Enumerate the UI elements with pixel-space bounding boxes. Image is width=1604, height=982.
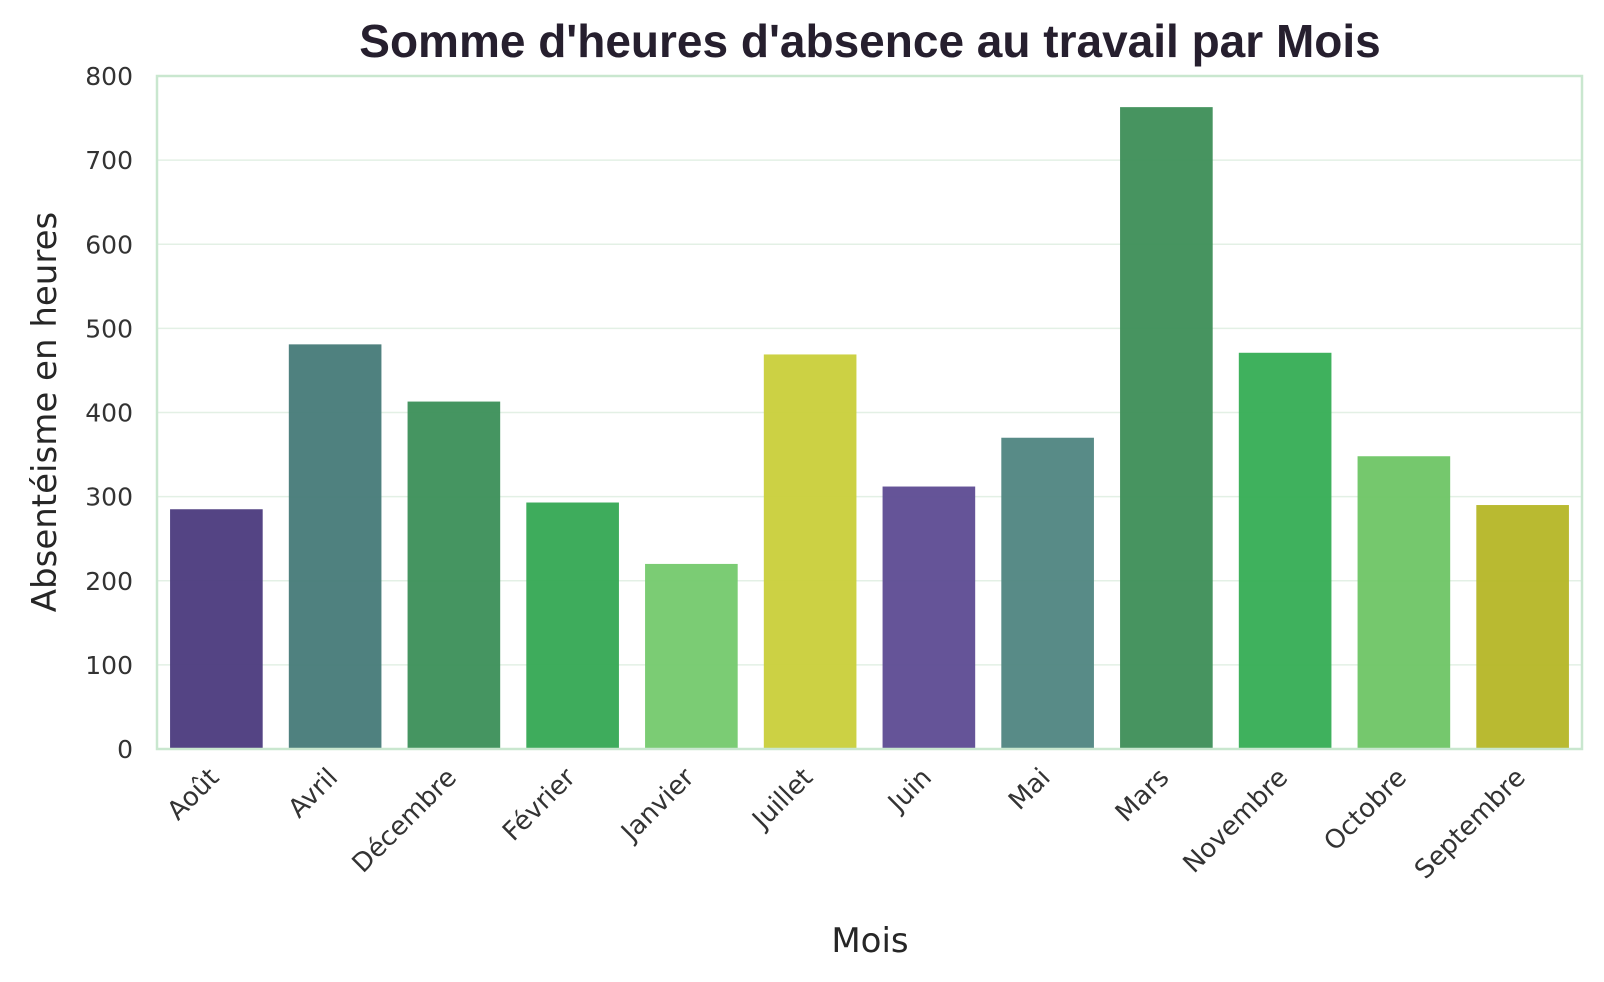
x-tick-label: Octobre: [1318, 763, 1412, 857]
x-tick-label: Février: [497, 763, 582, 848]
chart-title: Somme d'heures d'absence au travail par …: [359, 15, 1380, 67]
bar-janvier: [645, 563, 738, 749]
y-tick-label: 500: [85, 314, 133, 343]
y-tick-label: 200: [85, 567, 133, 596]
y-tick-label: 100: [85, 651, 133, 680]
plot-frame: [155, 74, 1584, 751]
x-tick-label: Juin: [881, 763, 937, 819]
x-tick-label: Novembre: [1178, 763, 1294, 879]
bar-mai: [1001, 437, 1094, 749]
bar-février: [526, 502, 619, 749]
y-tick-label: 600: [85, 230, 133, 259]
y-tick-label: 700: [85, 146, 133, 175]
bar-août: [170, 509, 263, 749]
x-tick-label: Août: [162, 763, 226, 827]
bar-septembre: [1476, 505, 1569, 749]
bar-juillet: [763, 354, 857, 749]
y-tick-label: 800: [85, 62, 133, 91]
bar-juin: [882, 486, 976, 749]
x-tick-label: Décembre: [347, 763, 463, 879]
x-axis-label: Mois: [831, 921, 908, 961]
x-tick-label: Avril: [283, 763, 344, 824]
bar-décembre: [407, 401, 501, 749]
y-tick-label: 0: [117, 735, 133, 764]
y-axis-label: Absentéisme en heures: [25, 212, 65, 612]
y-axis-ticks: 0 100 200 300 400 500 600 700 800: [85, 62, 133, 764]
bar-octobre: [1357, 456, 1451, 749]
bar-mars: [1120, 107, 1213, 750]
bar-novembre: [1238, 352, 1332, 749]
y-tick-label: 300: [85, 483, 133, 512]
x-tick-label: Septembre: [1409, 763, 1531, 885]
x-tick-label: Juillet: [746, 763, 820, 837]
x-tick-label: Mars: [1110, 763, 1175, 828]
bar-avril: [288, 344, 382, 749]
x-axis-ticks: Août Avril Décembre Février Janvier Juillet Ju…: [162, 763, 1532, 886]
bars: [170, 107, 1569, 750]
x-tick-label: Janvier: [614, 763, 700, 849]
y-tick-label: 400: [85, 399, 133, 428]
x-tick-label: Mai: [1003, 763, 1056, 816]
